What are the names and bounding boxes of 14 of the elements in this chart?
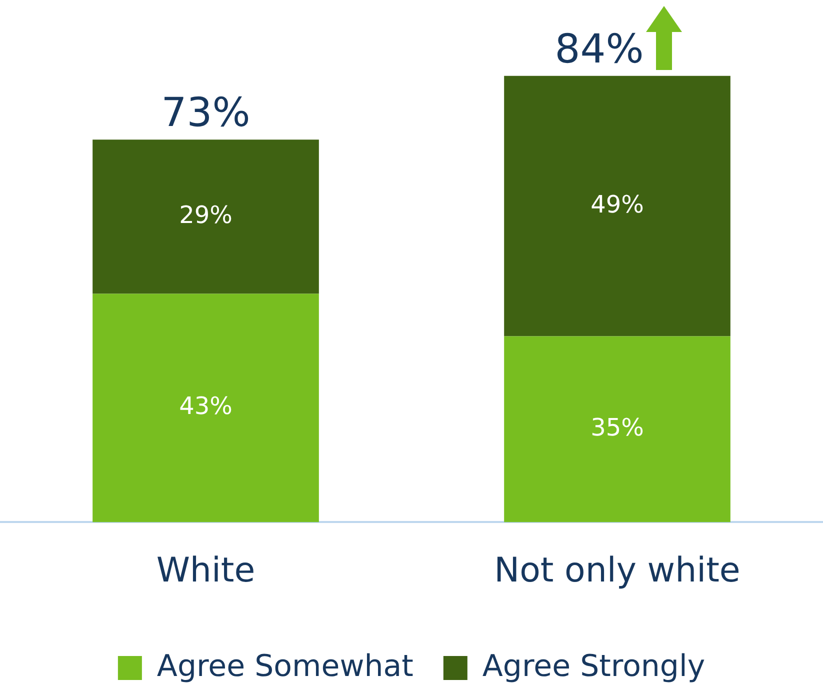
bar [92, 294, 319, 522]
data-label: 49% [590, 190, 644, 218]
x-tick-label: Not only white [494, 550, 740, 590]
bar [92, 140, 319, 294]
legend-label: Agree Somewhat [156, 648, 414, 684]
bar [504, 76, 730, 336]
total-label: 73% [161, 90, 250, 136]
data-label: 35% [590, 413, 644, 442]
total-label: 84% [554, 26, 644, 72]
x-tick-label: White [156, 550, 256, 590]
legend-label: Agree Strongly [482, 648, 706, 684]
data-label: 43% [179, 392, 232, 420]
bar [504, 336, 730, 522]
data-label: 29% [179, 200, 232, 229]
